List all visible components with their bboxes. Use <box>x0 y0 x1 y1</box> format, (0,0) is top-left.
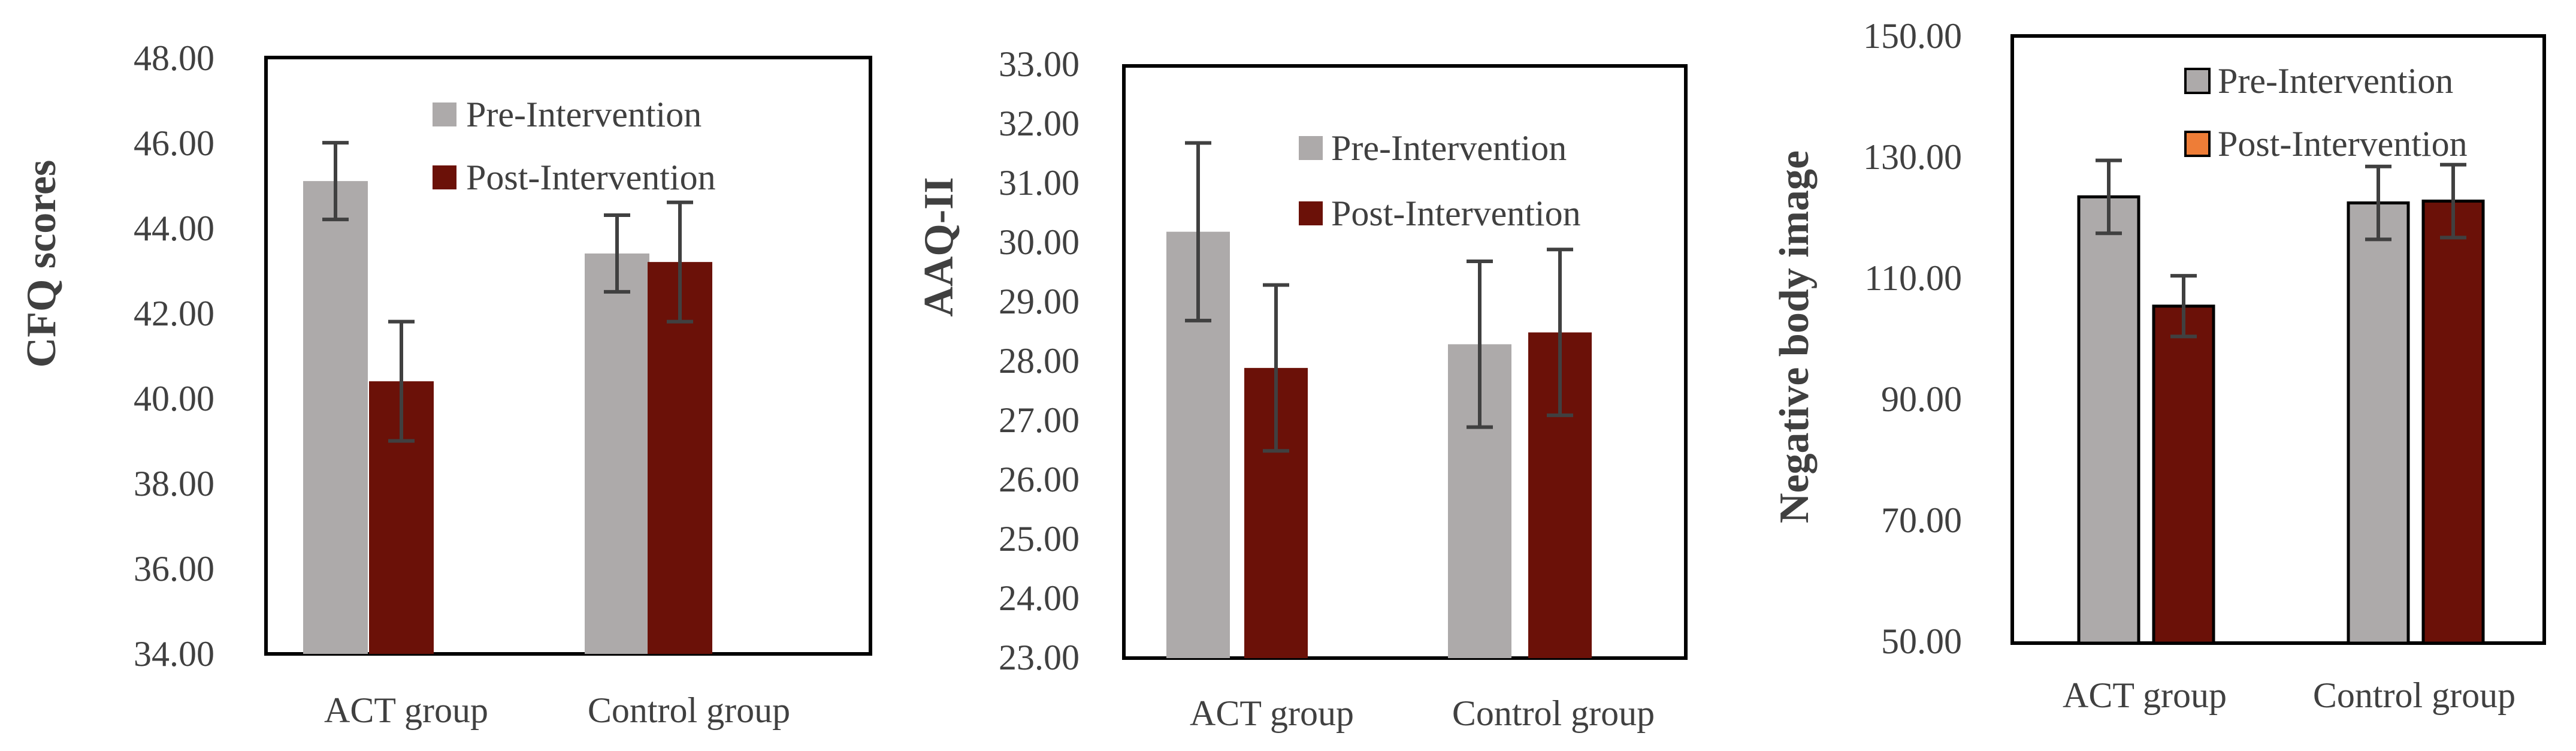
error-bars <box>322 141 693 443</box>
plot-area-frame <box>1122 64 1688 660</box>
plot-area-frame <box>264 56 872 656</box>
x-tick-label: ACT group <box>2063 675 2227 715</box>
legend-label-post: Post-Intervention <box>466 158 716 197</box>
error-bar-control-pre <box>1467 260 1493 429</box>
bar-act-pre <box>303 181 368 654</box>
error-bar-act-post <box>388 319 415 443</box>
x-axis-labels: ACT group Control group <box>324 690 790 730</box>
error-bar-act-pre <box>1185 141 1211 322</box>
legend-swatch-pre <box>433 102 456 126</box>
error-bar-act-post <box>2170 274 2197 339</box>
x-axis-labels: ACT group Control group <box>2063 675 2515 715</box>
error-bar-control-post <box>667 200 693 324</box>
error-bar-control-post <box>1547 248 1573 417</box>
y-tick-label: 28.00 <box>999 341 1080 381</box>
error-bar-control-pre <box>604 213 630 294</box>
error-bar-control-post <box>2440 162 2466 240</box>
y-tick-label: 90.00 <box>1881 379 1962 419</box>
legend-label-pre: Pre-Intervention <box>1331 128 1567 168</box>
y-tick-label: 26.00 <box>999 460 1080 499</box>
y-tick-label: 33.00 <box>999 44 1080 84</box>
y-axis-label: CFQ scores <box>19 160 65 368</box>
y-tick-label: 25.00 <box>999 519 1080 559</box>
x-tick-label: Control group <box>1452 693 1655 733</box>
legend-swatch-pre <box>1299 136 1323 160</box>
bars <box>2077 195 2485 645</box>
legend-label-pre: Pre-Intervention <box>466 95 702 134</box>
y-axis-label: AAQ-II <box>916 177 962 316</box>
x-tick-label: Control group <box>588 690 790 730</box>
x-axis-labels: ACT group Control group <box>1190 693 1655 733</box>
y-tick-label: 24.00 <box>999 578 1080 618</box>
y-tick-label: 36.00 <box>134 549 214 589</box>
error-bar-act-pre <box>322 141 349 222</box>
x-tick-label: ACT group <box>1190 693 1354 733</box>
y-tick-label: 32.00 <box>999 104 1080 143</box>
chart-aaq: AAQ-II 23.00 24.00 25.00 26.00 27.00 28.… <box>916 44 1688 733</box>
bar-act-post <box>2152 304 2215 645</box>
error-bar-act-post <box>1263 283 1289 453</box>
bar-control-pre <box>585 253 649 654</box>
y-tick-label: 46.00 <box>134 123 214 163</box>
bars <box>1166 231 1592 658</box>
bar-control-post <box>648 262 712 655</box>
error-bar-control-pre <box>2365 164 2391 242</box>
y-tick-label: 50.00 <box>1881 622 1962 661</box>
y-tick-label: 42.00 <box>134 294 214 333</box>
y-tick-label: 23.00 <box>999 638 1080 677</box>
x-tick-label: ACT group <box>324 690 488 730</box>
bar-control-post <box>2421 200 2485 645</box>
y-tick-label: 40.00 <box>134 379 214 418</box>
chart-cfq: CFQ scores 34.00 36.00 38.00 40.00 42.00… <box>19 38 872 730</box>
y-tick-label: 27.00 <box>999 400 1080 440</box>
legend-label-post: Post-Intervention <box>1331 194 1581 233</box>
legend: Pre-Intervention Post-Intervention <box>1299 128 1581 233</box>
chart-body-image: Negative body image 50.00 70.00 90.00 11… <box>1771 16 2546 715</box>
y-tick-label: 31.00 <box>999 163 1080 203</box>
plot-area-frame <box>2010 34 2546 645</box>
y-tick-label: 110.00 <box>1864 258 1962 298</box>
error-bars <box>1185 141 1573 453</box>
bars <box>303 181 712 655</box>
y-tick-label: 30.00 <box>999 222 1080 262</box>
legend-label-post: Post-Intervention <box>2218 124 2468 164</box>
bar-act-pre <box>2077 195 2140 645</box>
legend: Pre-Intervention Post-Intervention <box>2184 61 2468 164</box>
x-tick-label: Control group <box>2313 675 2515 715</box>
bar-control-pre <box>2347 201 2410 645</box>
legend-swatch-post <box>433 165 456 189</box>
y-tick-label: 48.00 <box>134 38 214 78</box>
legend-swatch-pre <box>2184 68 2211 94</box>
error-bars <box>2096 158 2466 339</box>
y-axis-ticks: 34.00 36.00 38.00 40.00 42.00 44.00 46.0… <box>134 38 214 674</box>
legend-swatch-post <box>1299 201 1323 225</box>
y-tick-label: 38.00 <box>134 464 214 503</box>
legend-swatch-post <box>2184 131 2211 157</box>
y-tick-label: 44.00 <box>134 209 214 248</box>
error-bar-act-pre <box>2096 158 2122 236</box>
y-tick-label: 29.00 <box>999 282 1080 321</box>
y-tick-label: 70.00 <box>1881 500 1962 540</box>
legend: Pre-Intervention Post-Intervention <box>433 95 716 197</box>
y-tick-label: 150.00 <box>1863 16 1962 56</box>
legend-label-pre: Pre-Intervention <box>2218 61 2453 101</box>
y-axis-ticks: 50.00 70.00 90.00 110.00 130.00 150.00 <box>1863 16 1962 661</box>
y-axis-ticks: 23.00 24.00 25.00 26.00 27.00 28.00 29.0… <box>999 44 1080 677</box>
y-tick-label: 130.00 <box>1863 137 1962 177</box>
y-tick-label: 34.00 <box>134 634 214 674</box>
y-axis-label: Negative body image <box>1771 150 1818 523</box>
